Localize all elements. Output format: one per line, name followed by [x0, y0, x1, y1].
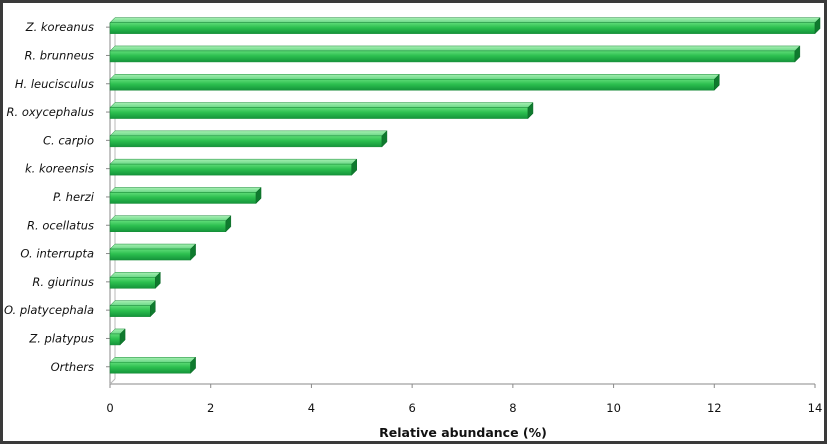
category-label: O. interrupta [20, 247, 94, 261]
bar-top-face [109, 45, 801, 52]
x-tick-label: 4 [308, 401, 315, 415]
bar [109, 356, 197, 374]
bar [109, 243, 197, 261]
bar-side-face [527, 101, 534, 120]
bar-top-face [109, 215, 232, 221]
category-label: R. brunneus [24, 48, 94, 62]
bar-side-face [225, 215, 232, 233]
category-label: O. platycephala [4, 303, 94, 317]
bar [109, 328, 126, 346]
bar-side-face [255, 186, 262, 205]
x-tick-label: 10 [606, 401, 621, 415]
bar-top-face [109, 357, 197, 363]
bar-top-face [109, 158, 358, 165]
x-tick-label: 6 [408, 401, 415, 415]
bar-side-face [190, 356, 196, 374]
category-label: R. oxycephalus [7, 105, 94, 119]
bar-top-face [109, 272, 161, 278]
bar-front-face [109, 50, 796, 63]
bar-front-face [109, 163, 352, 176]
category-label: R. giurinus [32, 275, 94, 289]
bar [109, 130, 388, 148]
bar [109, 300, 156, 318]
x-tick-label: 2 [207, 401, 214, 415]
category-label: Z. koreanus [25, 20, 94, 34]
bar-front-face [109, 220, 227, 232]
bar [109, 45, 801, 63]
bar-front-face [109, 277, 156, 289]
bar-side-face [814, 17, 821, 35]
bar [109, 158, 358, 176]
category-label: H. leucisculus [15, 77, 94, 91]
bar [109, 271, 161, 289]
bar-front-face [109, 135, 383, 148]
bar-top-face [109, 243, 197, 250]
bar [109, 186, 262, 205]
x-tick-label: 0 [106, 401, 113, 415]
x-axis-title: Relative abundance (%) [379, 425, 547, 440]
x-tick-label: 12 [707, 401, 722, 415]
category-label: Z. platypus [28, 331, 94, 345]
chart-labels: 0 2 4 6 8 10 12 14 Z. koreanus R. brunneus H. leuc… [4, 20, 822, 415]
bar-front-face [109, 192, 257, 204]
bar-top-face [109, 74, 720, 80]
bar [109, 17, 821, 35]
bar [109, 101, 534, 120]
bar [109, 73, 720, 91]
category-label: Orthers [51, 360, 94, 374]
bar-top-face [109, 300, 156, 306]
chart-bars [109, 17, 821, 374]
bar-side-face [714, 73, 720, 91]
bar-front-face [109, 333, 121, 346]
floor-edge-line [109, 378, 116, 385]
bar-side-face [150, 300, 156, 318]
bar-front-face [109, 79, 715, 91]
bar-front-face [109, 362, 191, 374]
category-label: P. herzi [53, 190, 95, 204]
bar-front-face [109, 107, 529, 119]
bar-side-face [155, 271, 161, 289]
bar-front-face [109, 22, 816, 34]
bar-side-face [190, 243, 196, 261]
bar-top-face [109, 102, 534, 108]
bar-front-face [109, 248, 191, 261]
category-label: R. ocellatus [27, 218, 94, 232]
bar-side-face [351, 158, 357, 176]
bar-top-face [109, 187, 262, 193]
bar-side-face [119, 328, 126, 346]
bar [109, 215, 232, 233]
bar-top-face [109, 130, 388, 137]
category-label: k. koreensis [25, 162, 94, 176]
bar-top-face [109, 17, 821, 23]
x-tick-label: 8 [509, 401, 516, 415]
x-tick-label: 14 [808, 401, 823, 415]
bar-side-face [794, 45, 801, 63]
category-label: C. carpio [43, 133, 94, 147]
bar-side-face [381, 130, 388, 148]
bar-front-face [109, 305, 151, 317]
